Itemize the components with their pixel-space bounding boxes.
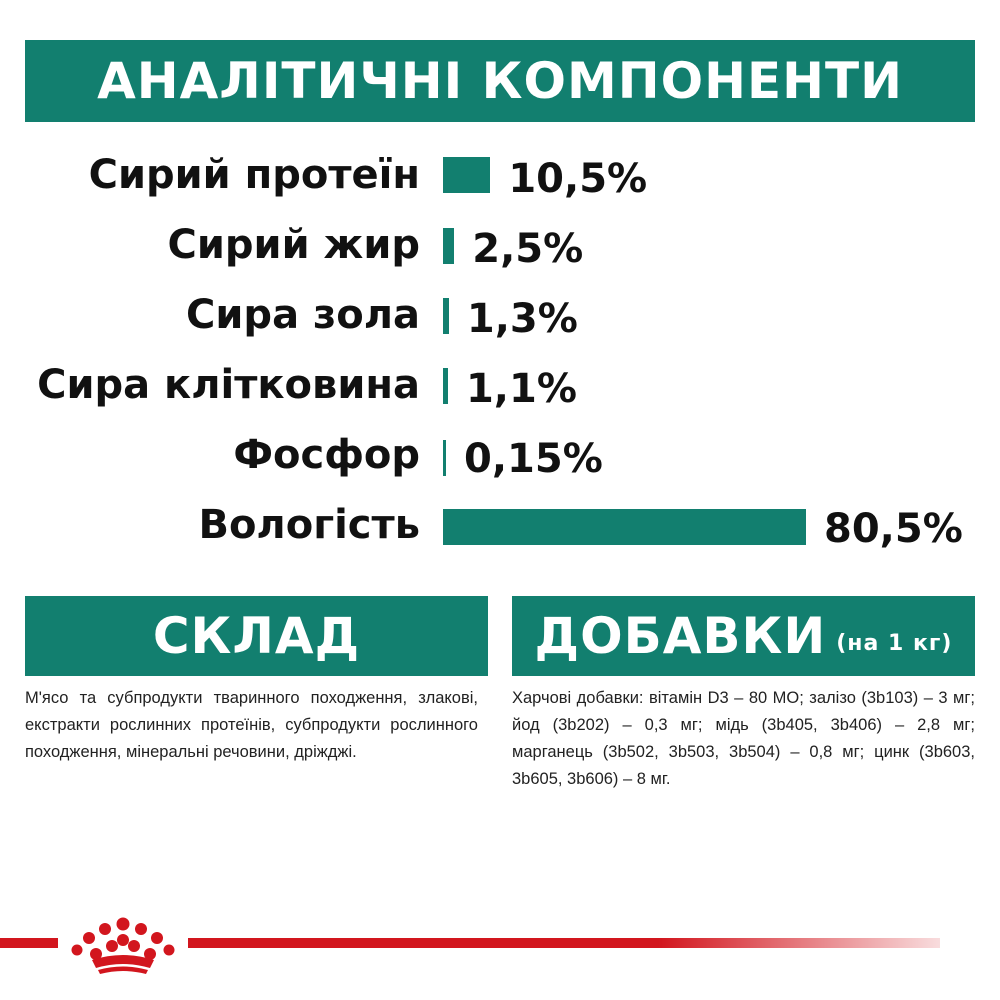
component-label: Сирий протеїн xyxy=(88,152,420,198)
component-bar xyxy=(443,228,455,264)
composition-heading: СКЛАД xyxy=(152,607,361,665)
component-label: Сира клітковина xyxy=(37,362,420,408)
component-value: 1,3% xyxy=(466,296,578,342)
component-value: 1,1% xyxy=(465,366,577,412)
component-value: 0,15% xyxy=(464,436,603,482)
component-label: Сирий жир xyxy=(167,222,420,268)
royal-crown-icon xyxy=(58,910,188,980)
component-bar xyxy=(443,298,449,334)
page-title: АНАЛІТИЧНІ КОМПОНЕНТИ xyxy=(97,52,903,110)
component-label: Фосфор xyxy=(233,432,420,478)
component-label: Вологість xyxy=(198,502,420,548)
composition-banner: СКЛАД xyxy=(25,596,488,676)
additives-heading: ДОБАВКИ xyxy=(534,607,827,665)
component-bar xyxy=(443,509,806,545)
component-bar xyxy=(443,368,448,404)
component-value: 80,5% xyxy=(824,506,963,552)
component-label: Сира зола xyxy=(186,292,420,338)
component-bar xyxy=(443,440,446,476)
component-value: 2,5% xyxy=(472,226,584,272)
additives-banner: ДОБАВКИ (на 1 кг) xyxy=(512,596,975,676)
composition-text: М'ясо та субпродукти тваринного походжен… xyxy=(25,689,478,761)
component-bar xyxy=(443,157,491,193)
additives-heading-note: (на 1 кг) xyxy=(836,630,953,656)
additives-text: Харчові добавки: вітамін D3 – 80 МО; зал… xyxy=(512,689,975,788)
footer-divider xyxy=(0,938,940,948)
component-value: 10,5% xyxy=(508,156,648,202)
analytical-components-banner: АНАЛІТИЧНІ КОМПОНЕНТИ xyxy=(25,40,975,122)
